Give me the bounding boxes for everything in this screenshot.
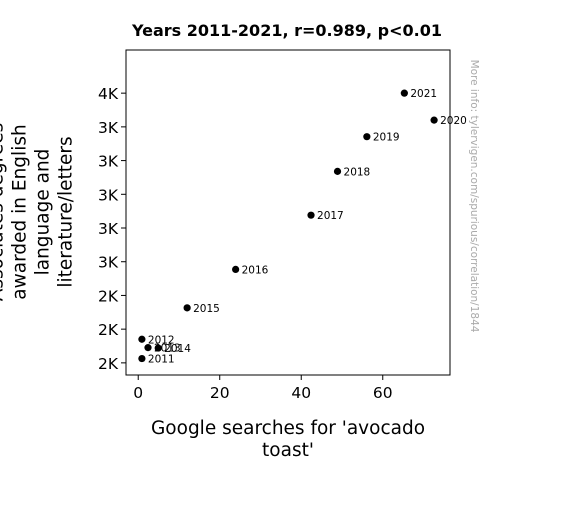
y-axis-label: Associates degrees awarded in English lang… bbox=[0, 123, 77, 302]
y-tick-label: 2K bbox=[98, 321, 119, 339]
x-tick-label: 40 bbox=[291, 384, 311, 402]
x-tick-label: 0 bbox=[133, 384, 143, 402]
y-tick-label: 3K bbox=[98, 254, 119, 272]
data-points: 2011201220132014201520162017201820192020… bbox=[138, 88, 467, 366]
data-label: 2014 bbox=[164, 343, 191, 355]
data-point bbox=[363, 133, 371, 141]
data-label: 2015 bbox=[193, 303, 220, 315]
x-tick-label: 60 bbox=[373, 384, 393, 402]
y-tick-label: 2K bbox=[98, 355, 119, 373]
data-label: 2019 bbox=[373, 132, 400, 144]
y-tick-label: 3K bbox=[98, 153, 119, 171]
data-point bbox=[183, 304, 191, 312]
data-label: 2018 bbox=[344, 166, 371, 178]
data-point bbox=[430, 116, 438, 124]
data-point bbox=[232, 265, 240, 274]
watermark-text: More info: tylervigen.com/spurious/corre… bbox=[468, 60, 480, 333]
data-point bbox=[144, 344, 152, 352]
y-axis-ticks: 2K 2K 2K 3K 3K 3K 3K 3K 4K bbox=[98, 85, 126, 373]
y-tick-label: 4K bbox=[98, 85, 119, 103]
data-point bbox=[307, 211, 315, 219]
data-label: 2011 bbox=[148, 354, 175, 366]
data-label: 2017 bbox=[317, 210, 344, 222]
data-point bbox=[400, 89, 408, 97]
data-point bbox=[154, 344, 162, 352]
x-tick-label: 20 bbox=[210, 384, 230, 402]
x-axis-ticks: 0 20 40 60 bbox=[133, 375, 393, 402]
y-tick-label: 2K bbox=[98, 287, 119, 305]
x-axis-label: Google searches for 'avocado toast' bbox=[151, 418, 425, 461]
data-point bbox=[333, 167, 342, 175]
data-label: 2020 bbox=[440, 115, 467, 127]
y-tick-label: 3K bbox=[98, 119, 119, 137]
plot-frame bbox=[125, 49, 451, 376]
y-tick-label: 3K bbox=[98, 220, 119, 238]
data-label: 2016 bbox=[242, 264, 269, 276]
data-point bbox=[138, 335, 146, 343]
chart-title: Years 2011-2021, r=0.989, p<0.01 bbox=[131, 21, 442, 40]
data-label: 2021 bbox=[410, 88, 437, 100]
y-tick-label: 3K bbox=[98, 186, 119, 204]
data-label: 2012 bbox=[148, 334, 175, 346]
data-point bbox=[138, 354, 146, 363]
